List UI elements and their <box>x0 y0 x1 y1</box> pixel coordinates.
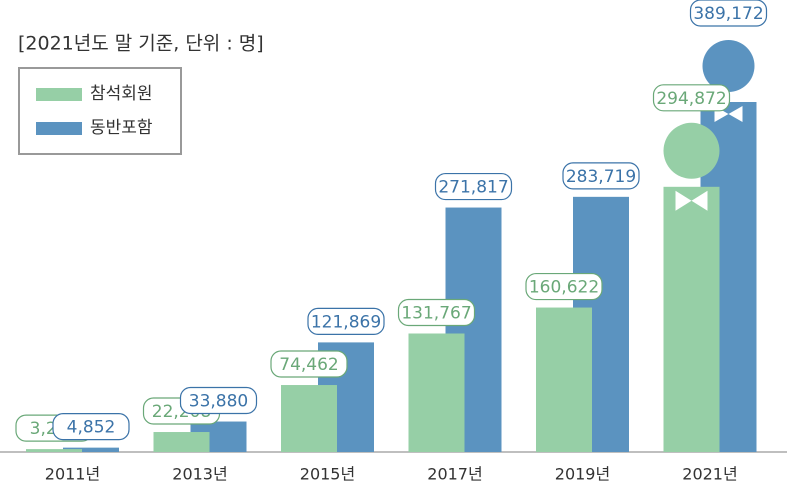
value-label-box <box>52 413 130 441</box>
bar <box>153 432 210 452</box>
value-label: 33,880 <box>189 392 248 412</box>
value-label-box <box>307 307 385 335</box>
legend-swatch <box>36 88 82 101</box>
figure-head <box>702 40 755 92</box>
legend-label: 동반포함 <box>90 118 153 138</box>
value-label: 294,872 <box>656 89 726 109</box>
value-label-box <box>397 298 476 327</box>
legend-swatch <box>36 122 82 135</box>
bar <box>536 307 592 452</box>
value-label-box <box>689 0 768 27</box>
value-label: 74,462 <box>279 355 338 375</box>
bar <box>408 333 465 452</box>
value-label-box <box>652 84 731 112</box>
figure-head <box>663 122 720 179</box>
value-label: 121,869 <box>311 312 381 332</box>
value-label-box <box>179 386 258 415</box>
x-tick-label: 2019년 <box>555 465 610 484</box>
value-label: 271,817 <box>438 178 508 198</box>
bar <box>663 186 720 452</box>
x-tick-label: 2015년 <box>300 465 355 484</box>
value-label: 4,852 <box>67 418 116 438</box>
legend-label: 참석회원 <box>90 84 153 104</box>
value-label-box <box>562 162 640 190</box>
value-label: 160,622 <box>529 278 599 298</box>
bar <box>26 449 82 452</box>
value-label-box <box>270 350 348 378</box>
value-label-box <box>434 172 513 201</box>
x-tick-label: 2013년 <box>172 465 227 484</box>
x-tick-label: 2011년 <box>45 465 100 484</box>
chart-title: [2021년도 말 기준, 단위 : 명] <box>18 33 264 55</box>
x-tick-label: 2017년 <box>427 465 482 484</box>
value-label: 283,719 <box>566 167 636 187</box>
bar <box>63 447 119 452</box>
value-label: 131,767 <box>401 303 471 323</box>
value-label: 389,172 <box>693 4 763 24</box>
bowtie <box>675 190 708 211</box>
bar <box>281 385 337 452</box>
value-label-box <box>525 272 603 301</box>
x-tick-label: 2021년 <box>682 465 737 484</box>
legend <box>18 67 182 155</box>
